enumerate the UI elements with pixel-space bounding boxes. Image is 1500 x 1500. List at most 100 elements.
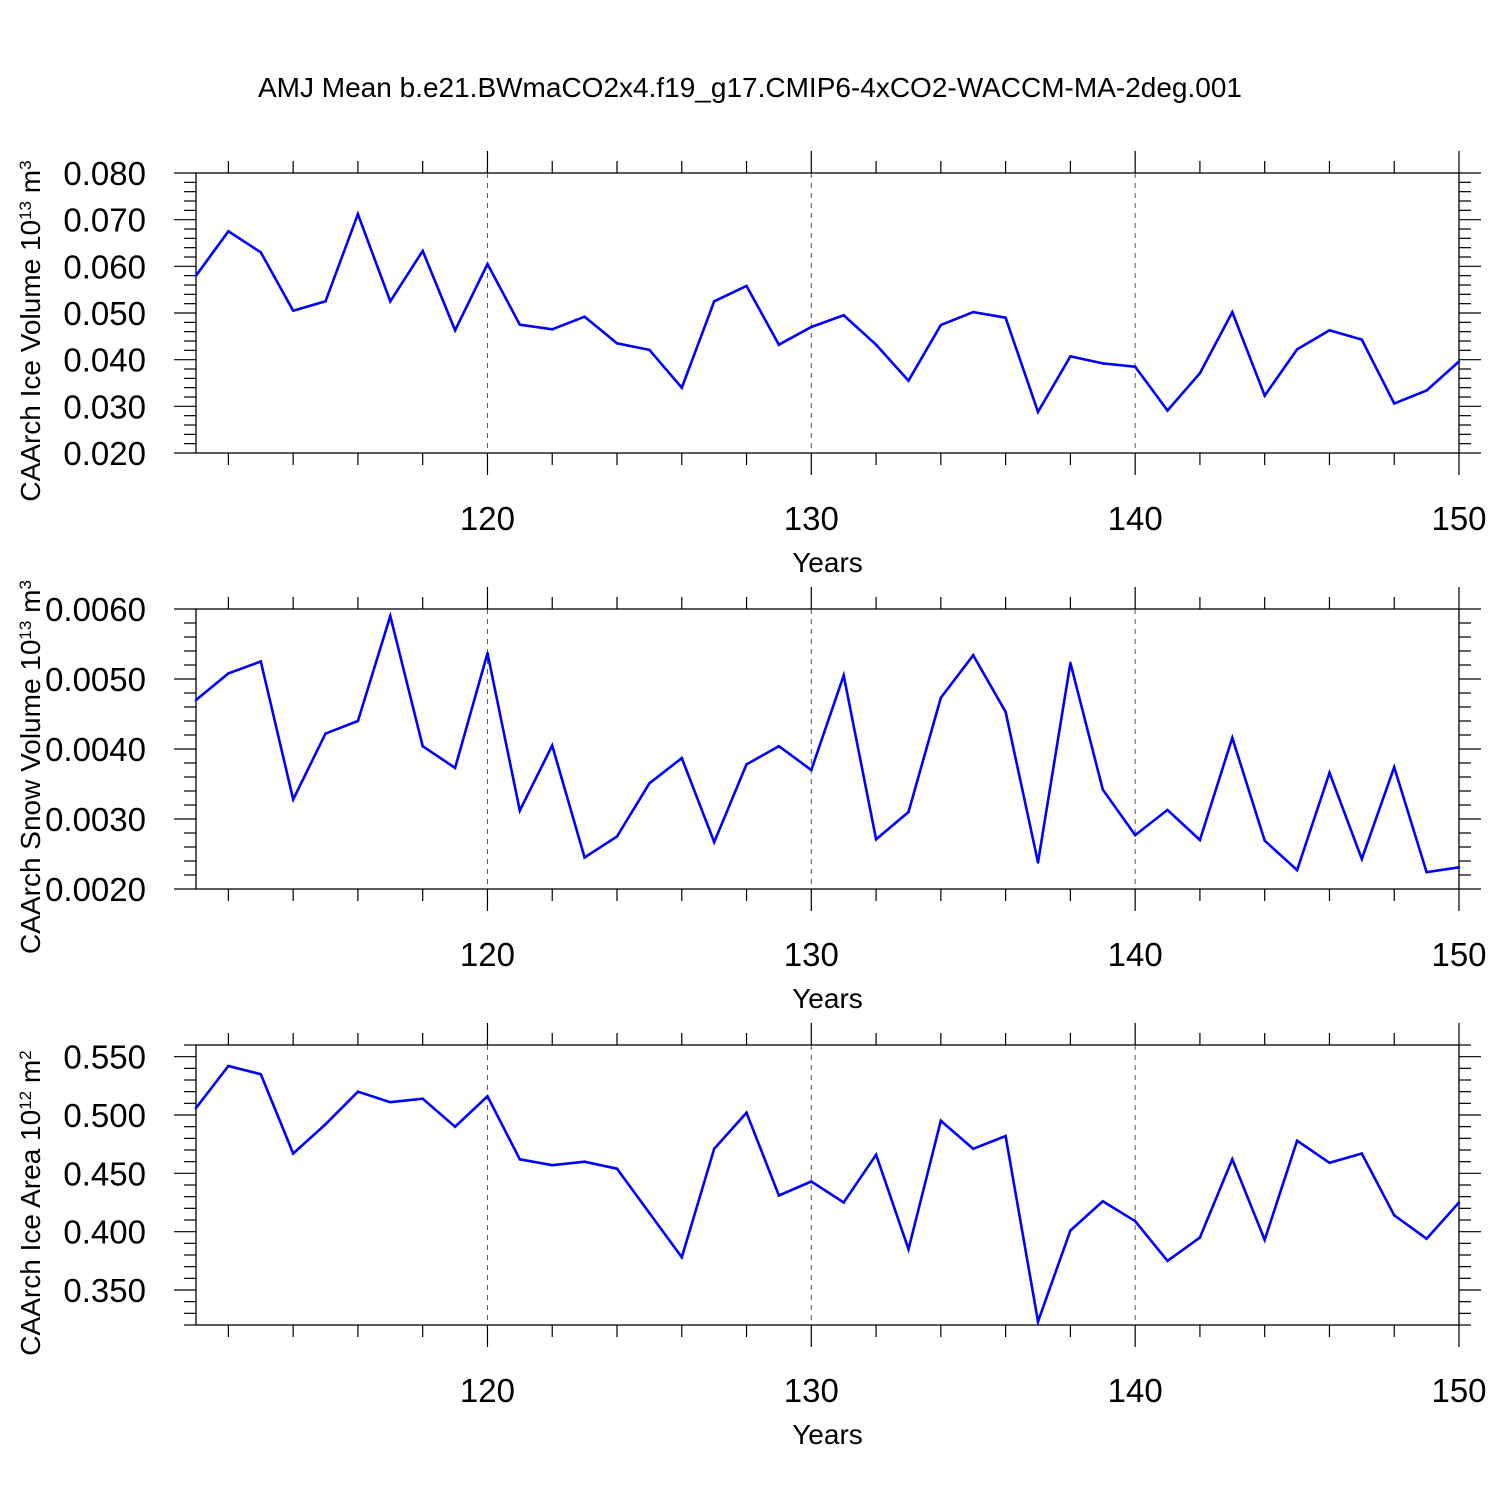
data-point (259, 660, 263, 663)
x-tick-label: 120 (460, 1372, 515, 1409)
data-point (518, 323, 522, 326)
data-point (1457, 1201, 1461, 1204)
data-point (939, 696, 943, 700)
data-point (356, 1090, 360, 1093)
data-point (486, 651, 489, 655)
y-tick-label: 0.030 (63, 388, 146, 425)
data-point (648, 1211, 651, 1215)
y-tick-label: 0.0020 (45, 871, 146, 908)
y-tick-label: 0.350 (63, 1272, 146, 1309)
plot-frame (195, 172, 1460, 454)
data-point (194, 698, 198, 702)
data-point (259, 251, 263, 254)
data-point (324, 300, 327, 303)
y-tick-label: 0.050 (63, 295, 146, 332)
data-point (227, 672, 230, 675)
data-point (583, 315, 586, 319)
data-point (615, 1167, 619, 1170)
data-point (1198, 1236, 1202, 1239)
data-point (1198, 838, 1202, 842)
data-point (1425, 870, 1428, 874)
data-point (1036, 1320, 1040, 1323)
data-point (971, 653, 975, 657)
data-point (777, 1194, 781, 1197)
data-point (453, 328, 457, 332)
data-point (518, 809, 522, 812)
y-tick-label: 0.020 (63, 435, 146, 472)
data-point (1360, 338, 1364, 341)
data-point (1231, 1158, 1234, 1161)
y-tick-label: 0.070 (63, 202, 146, 239)
data-point (1166, 808, 1169, 812)
data-point (550, 1163, 554, 1167)
data-point (712, 840, 716, 844)
data-point (486, 1095, 489, 1098)
data-point (1004, 1134, 1007, 1138)
data-point (1457, 866, 1461, 869)
data-series-line (195, 611, 1460, 874)
data-point (1101, 1200, 1105, 1203)
data-point (324, 1123, 327, 1126)
data-point (1425, 389, 1428, 392)
data-point (1392, 1214, 1396, 1217)
data-point (680, 756, 684, 760)
y-axis-title: CAArch Ice Volume 1013 m3 (15, 160, 46, 501)
data-point (583, 1160, 586, 1163)
data-point (745, 1111, 748, 1114)
data-point (356, 212, 360, 216)
data-series-line (194, 1064, 1460, 1327)
data-point (389, 1100, 392, 1104)
data-point (615, 342, 619, 345)
data-point (1360, 1152, 1364, 1155)
y-tick-label: 0.0040 (45, 731, 146, 768)
x-axis-title: Years (792, 547, 863, 578)
x-tick-label: 150 (1431, 500, 1486, 537)
data-point (259, 1072, 263, 1076)
data-point (1392, 402, 1396, 405)
data-point (1036, 861, 1040, 864)
x-tick-label: 140 (1108, 1372, 1163, 1409)
data-point (389, 614, 392, 618)
x-tick-label: 140 (1108, 500, 1163, 537)
data-point (1133, 365, 1137, 368)
data-point (421, 744, 424, 748)
data-point (1425, 1237, 1428, 1240)
data-point (389, 300, 392, 303)
data-point (971, 1147, 975, 1151)
data-point (1328, 771, 1331, 775)
data-point (1133, 1219, 1137, 1223)
data-point (1004, 710, 1007, 714)
data-point (1166, 1259, 1169, 1263)
data-point (194, 274, 198, 277)
data-point (227, 1064, 230, 1068)
chart-panel-2: 120 130 140 150 Years 0.0020 0.0030 0.0040 0.005… (15, 580, 1487, 1014)
data-point (971, 310, 975, 314)
data-point (1231, 310, 1234, 314)
data-point (907, 1247, 910, 1251)
data-point (1166, 409, 1169, 412)
data-point (1295, 868, 1299, 872)
data-point (1004, 316, 1007, 319)
data-point (712, 1147, 716, 1151)
data-point (1069, 355, 1072, 358)
plot-frame (195, 608, 1460, 890)
data-point (810, 1180, 813, 1183)
x-tick-label: 150 (1431, 936, 1486, 973)
data-point (842, 1201, 845, 1204)
x-axis-title: Years (792, 1419, 863, 1450)
data-point (842, 674, 845, 677)
x-tick-label: 130 (784, 500, 839, 537)
data-point (874, 838, 878, 841)
data-point (1263, 1238, 1266, 1242)
y-tick-label: 0.400 (63, 1214, 146, 1251)
data-point (745, 763, 748, 766)
data-point (227, 230, 230, 233)
data-point (1392, 765, 1396, 769)
data-point (1133, 833, 1137, 837)
data-point (1101, 788, 1105, 791)
plot-frame (195, 1044, 1460, 1326)
data-point (1360, 857, 1364, 861)
data-point (810, 768, 813, 772)
data-point (712, 300, 716, 303)
data-point (518, 1158, 522, 1161)
